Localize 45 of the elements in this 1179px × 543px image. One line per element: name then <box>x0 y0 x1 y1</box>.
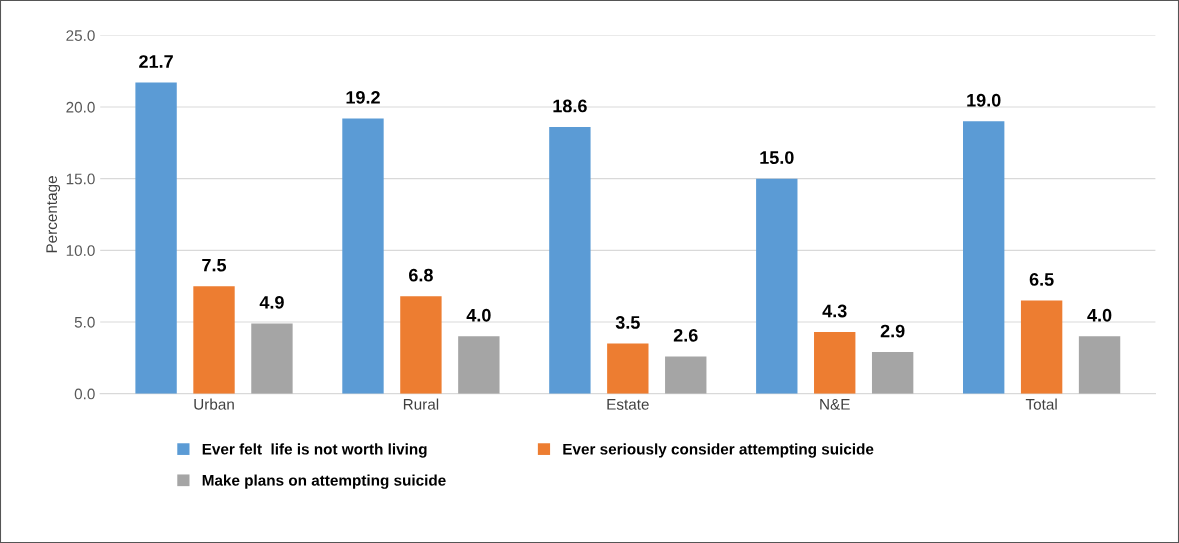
bar <box>1020 300 1063 394</box>
legend-label: Ever felt life is not worth living <box>202 443 427 458</box>
data-label: 4.9 <box>259 295 284 309</box>
data-label: 6.5 <box>1029 273 1054 286</box>
data-label: 19.2 <box>346 90 380 104</box>
legend-label: Make plans on attempting suicide <box>202 474 446 489</box>
x-tick-label: Total <box>1025 398 1057 410</box>
x-tick-label: Rural <box>403 398 439 410</box>
data-label: 7.5 <box>202 258 227 272</box>
data-label: 4.0 <box>1087 308 1112 322</box>
data-label: 21.7 <box>139 55 173 68</box>
bar <box>458 336 500 394</box>
bar <box>814 332 856 394</box>
x-tick-label: Urban <box>194 398 234 410</box>
y-tick-label: 15.0 <box>66 173 95 185</box>
bar <box>756 178 798 394</box>
legend-label: Ever seriously consider attempting suicide <box>563 443 874 458</box>
data-label: 4.3 <box>822 304 847 318</box>
bar <box>665 356 707 394</box>
data-label: 15.0 <box>760 151 794 164</box>
x-tick-label: N&E <box>820 399 850 410</box>
y-axis-title: Percentage <box>46 176 61 253</box>
y-tick-label: 5.0 <box>74 316 95 328</box>
bar <box>342 118 384 394</box>
bar <box>193 286 235 394</box>
data-label: 18.6 <box>553 99 587 113</box>
data-label: 3.5 <box>615 316 640 329</box>
bar <box>607 343 649 394</box>
data-label: 4.0 <box>466 308 491 322</box>
data-label: 19.0 <box>967 93 1001 107</box>
bar <box>251 323 293 394</box>
y-tick-label: 10.0 <box>66 245 95 257</box>
x-tick-label: Estate <box>607 399 649 410</box>
y-tick-label: 0.0 <box>74 388 95 400</box>
data-label: 2.6 <box>673 328 698 342</box>
bar <box>871 352 914 394</box>
bar <box>1078 336 1121 394</box>
y-tick-label: 25.0 <box>66 30 95 41</box>
data-label: 6.8 <box>409 268 433 282</box>
data-label: 2.9 <box>880 324 905 338</box>
y-tick-label: 20.0 <box>66 101 95 113</box>
bar <box>963 121 1005 394</box>
bar <box>549 127 591 394</box>
bar <box>135 82 177 394</box>
bar <box>400 296 442 394</box>
